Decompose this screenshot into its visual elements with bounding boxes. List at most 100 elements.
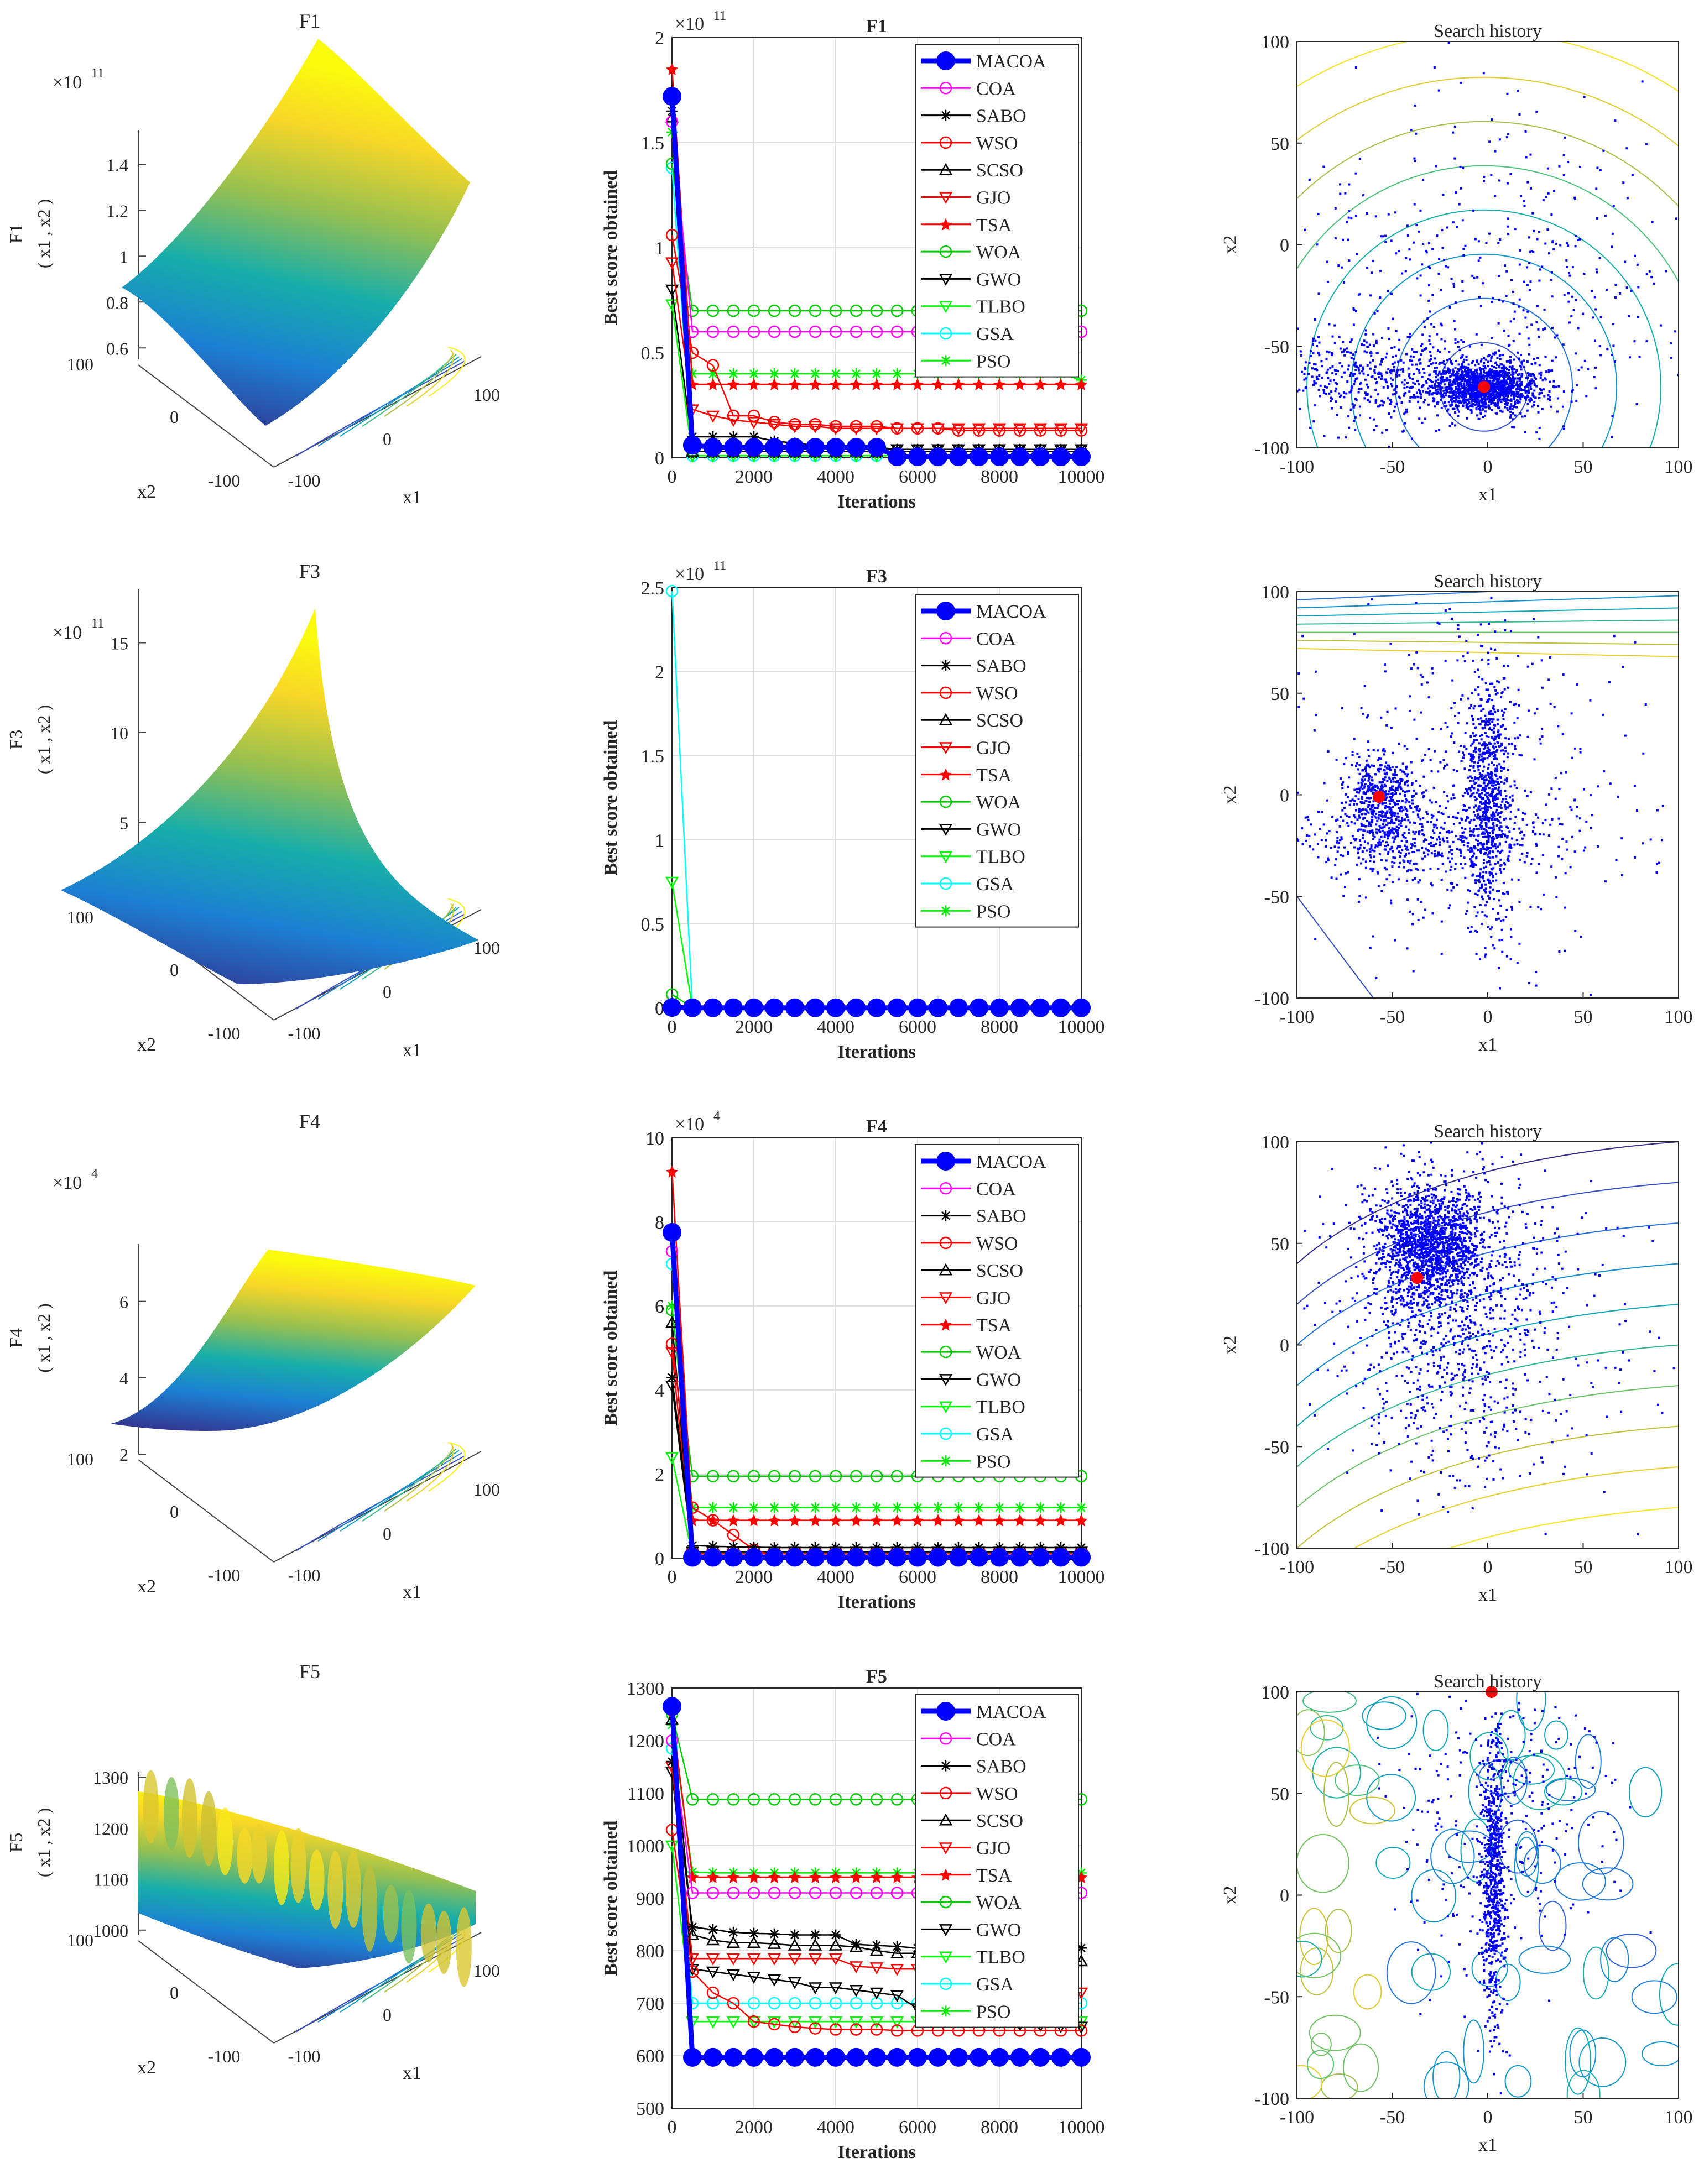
history-point: [1381, 829, 1384, 832]
x-tick-label: 0: [668, 467, 677, 487]
history-point: [1353, 814, 1356, 817]
history-point: [1511, 384, 1514, 386]
history-point: [1529, 386, 1532, 389]
history-point: [1374, 772, 1377, 775]
history-point: [1611, 354, 1613, 357]
surface-x2-tick-label: 100: [67, 1930, 93, 1950]
history-point: [1529, 400, 1531, 403]
history-point: [1437, 89, 1440, 92]
marker-circle: [706, 1514, 720, 1527]
history-point: [1460, 391, 1463, 394]
history-point: [1665, 270, 1667, 273]
history-point: [1383, 750, 1386, 753]
history-point: [1515, 391, 1518, 394]
marker-filled-circle: [888, 1548, 906, 1567]
legend-entry-sabo: SABO: [921, 1206, 1026, 1227]
history-point: [1348, 776, 1351, 779]
history-point: [1373, 369, 1376, 372]
history-point: [1468, 401, 1471, 404]
history-point: [1388, 764, 1390, 767]
history-point: [1498, 406, 1500, 409]
history-point: [1463, 791, 1466, 794]
history-point: [1528, 289, 1531, 291]
legend-label: TLBO: [976, 297, 1025, 317]
history-point: [1495, 385, 1498, 388]
history-point: [1418, 808, 1421, 811]
history-point: [1406, 809, 1409, 812]
history-point: [1401, 368, 1404, 370]
history-point: [1474, 776, 1477, 778]
legend-label: COA: [976, 1179, 1016, 1199]
history-point: [1375, 823, 1378, 826]
history-point: [1483, 757, 1486, 760]
history-point: [1406, 234, 1409, 237]
history-point: [1482, 404, 1484, 406]
history-point: [1398, 819, 1400, 822]
history-point: [1546, 228, 1549, 231]
history-point: [1321, 377, 1323, 379]
x-tick-label: 6000: [899, 1567, 936, 1587]
history-point: [1460, 401, 1463, 404]
history-point: [1675, 217, 1678, 220]
marker-triangle-down: [1074, 423, 1088, 436]
history-point: [1612, 205, 1615, 207]
marker-asterisk: [912, 1542, 923, 1553]
marker-circle: [747, 1887, 760, 1899]
history-point: [1530, 399, 1533, 401]
history-point: [1492, 782, 1495, 785]
history-point: [1507, 225, 1509, 228]
history-point: [1525, 377, 1528, 379]
history-point: [1314, 363, 1317, 366]
history-point: [1387, 386, 1389, 389]
history-point: [1371, 819, 1374, 822]
history-point: [1481, 777, 1483, 780]
history-point: [1411, 348, 1414, 351]
marker-circle: [829, 420, 842, 433]
history-point: [1404, 791, 1406, 793]
history-point: [1493, 742, 1496, 745]
contour-line: [1297, 619, 1679, 625]
y-tick-label: 900: [636, 1889, 664, 1909]
legend-label: SCSO: [976, 160, 1023, 181]
history-point: [1495, 837, 1498, 839]
x-axis-label: Iterations: [837, 2142, 916, 2162]
history-point: [1497, 380, 1500, 383]
history-point: [1450, 278, 1453, 280]
legend-entry-tlbo: TLBO: [921, 1397, 1025, 1418]
history-point: [1388, 412, 1390, 415]
history-point: [1504, 398, 1507, 400]
history-point: [1352, 406, 1355, 409]
history-point: [1498, 827, 1500, 829]
history-point: [1472, 707, 1475, 710]
marker-asterisk: [1076, 1502, 1087, 1513]
history-point: [1481, 792, 1483, 795]
history-point: [1422, 775, 1425, 778]
history-point: [1509, 414, 1512, 417]
history-point: [1489, 726, 1492, 729]
history-point: [1507, 383, 1510, 386]
history-point: [1358, 388, 1361, 390]
history-point: [1476, 739, 1478, 741]
history-point: [1343, 354, 1346, 357]
history-point: [1593, 339, 1596, 342]
history-point: [1484, 822, 1487, 824]
history-point: [1431, 294, 1434, 296]
marker-asterisk: [666, 1756, 678, 1767]
history-point: [1409, 333, 1411, 336]
history-point: [1442, 389, 1445, 392]
history-point: [1419, 390, 1421, 393]
history-point: [1387, 764, 1389, 767]
history-point: [1317, 352, 1320, 354]
history-point: [1481, 398, 1483, 400]
history-point: [1488, 722, 1491, 725]
history-point: [1611, 415, 1614, 417]
history-point: [1502, 300, 1504, 303]
marker-circle: [768, 304, 781, 317]
legend-entry-wso: WSO: [921, 683, 1018, 704]
marker-star: [706, 1870, 720, 1884]
marker-asterisk: [728, 1502, 739, 1513]
history-point: [1491, 926, 1493, 929]
history-point: [1369, 361, 1372, 364]
history-point: [1486, 720, 1489, 723]
history-point: [1447, 41, 1450, 44]
